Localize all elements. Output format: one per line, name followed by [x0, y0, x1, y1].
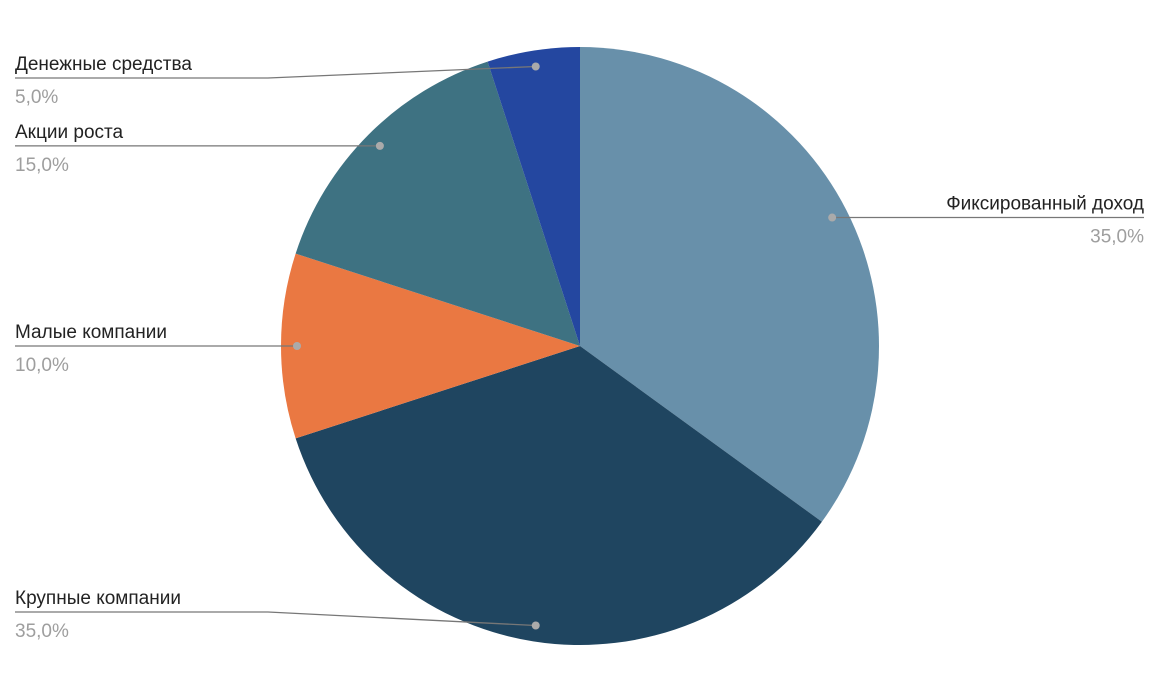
pie-slice [295, 346, 822, 645]
pie-slice [487, 47, 580, 346]
slice-value-label: 15,0% [15, 155, 69, 176]
leader-dot [531, 62, 540, 71]
leader-dot [293, 342, 301, 350]
slice-label: Фиксированный доход [946, 194, 1144, 215]
slice-label: Малые компании [15, 322, 167, 343]
slice-value-label: 35,0% [1090, 227, 1144, 248]
slice-value-label: 10,0% [15, 355, 69, 376]
pie-slice [280, 253, 580, 439]
slice-label: Денежные средства [15, 54, 192, 75]
pie-slice [580, 47, 879, 522]
leader-dot [375, 141, 384, 150]
pie-slice [295, 61, 580, 347]
slice-value-label: 35,0% [15, 621, 69, 642]
slice-value-label: 5,0% [15, 87, 58, 108]
slice-label: Акции роста [15, 122, 123, 143]
slice-label: Крупные компании [15, 588, 181, 609]
leader-line [15, 611, 536, 627]
leader-line [15, 65, 536, 79]
leader-dot [828, 213, 837, 222]
leader-dot [531, 621, 540, 630]
